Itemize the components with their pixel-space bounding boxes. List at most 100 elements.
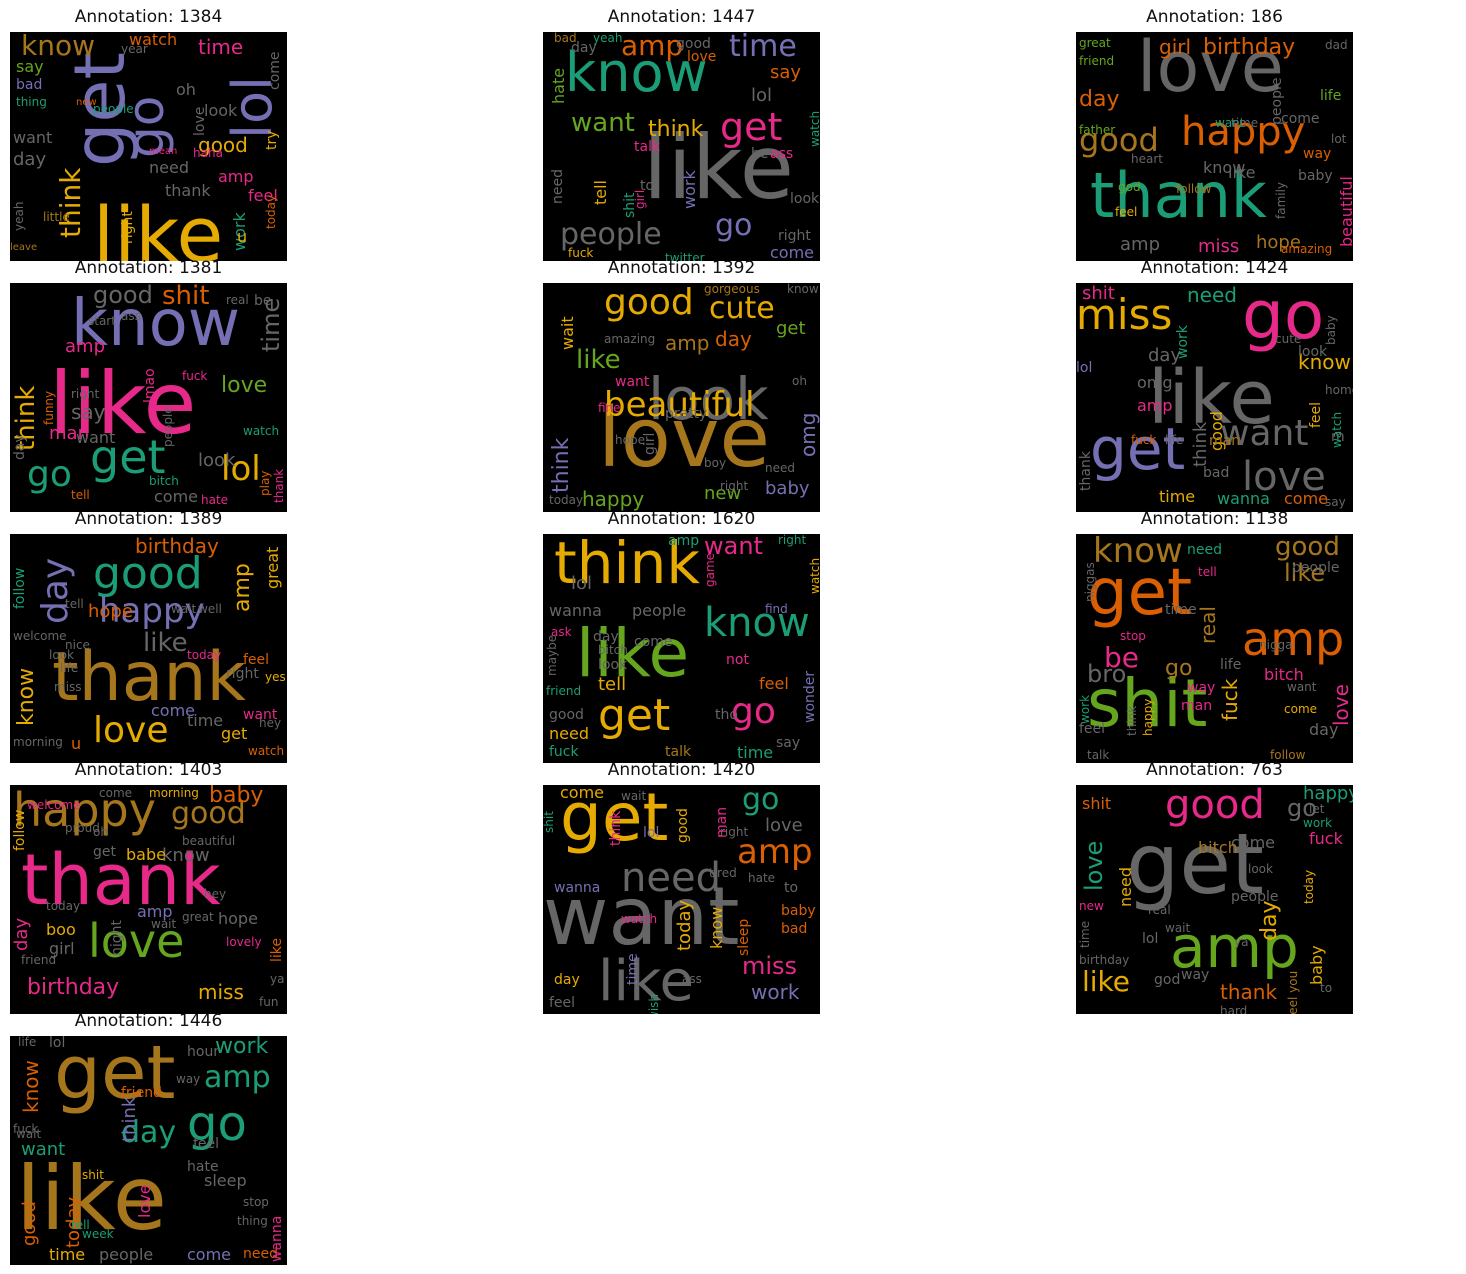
cloud-word: time: [187, 711, 224, 730]
cloud-word: come: [634, 634, 673, 650]
cloud-word: think: [608, 810, 624, 846]
cloud-word: time: [1165, 602, 1197, 618]
cloud-word: get: [93, 844, 116, 860]
cloud-word: hope: [218, 909, 258, 928]
cloud-word: baby: [1324, 315, 1338, 345]
panel-title: Annotation: 1384: [74, 7, 223, 27]
cloud-word: get: [1087, 556, 1193, 630]
cloud-word: lol: [571, 573, 593, 594]
cloud-word: time: [198, 35, 244, 59]
cloud-word: mean: [149, 146, 178, 157]
cloud-word: right: [720, 825, 749, 839]
cloud-word: get: [90, 430, 166, 484]
cloud-word: think: [648, 117, 704, 142]
cloud-word: wanna: [1217, 489, 1270, 508]
cloud-word: amp: [668, 534, 700, 549]
wordcloud-image: like get go amp day work know want think love toda…: [10, 1036, 287, 1265]
cloud-word: time: [625, 953, 641, 985]
cloud-word: today: [46, 899, 81, 913]
cloud-word: start: [88, 314, 116, 328]
cloud-word: girl: [49, 939, 75, 958]
cloud-word: be: [254, 293, 272, 309]
cloud-word: little: [43, 210, 70, 224]
cloud-word: man: [714, 806, 730, 838]
cloud-word: go: [1165, 656, 1193, 681]
cloud-word: love: [135, 1184, 154, 1218]
cloud-word: good: [549, 707, 584, 723]
cloud-word: fuck: [1131, 433, 1157, 447]
cloud-word: look: [1248, 862, 1273, 876]
cloud-word: right: [778, 228, 811, 244]
cloud-word: watch: [621, 912, 658, 926]
cloud-word: amp: [621, 32, 684, 62]
cloud-word: think: [1125, 705, 1139, 736]
cloud-word: oh: [792, 374, 807, 388]
cloud-word: good: [604, 283, 694, 323]
cloud-word: sleep: [204, 1171, 247, 1190]
cloud-word: amp: [218, 167, 254, 186]
cloud-word: know: [21, 32, 95, 62]
wordcloud-image: like get lol go know think time watch good look lo…: [10, 32, 287, 261]
cloud-word: need: [621, 855, 721, 901]
cloud-word: day: [1257, 900, 1282, 941]
cloud-word: want: [1287, 680, 1317, 694]
cloud-word: need: [1116, 867, 1135, 907]
cloud-word: right: [120, 211, 136, 244]
cloud-word: good: [93, 283, 153, 309]
cloud-word: like: [1284, 559, 1326, 587]
cloud-word: birthday: [135, 534, 219, 558]
cloud-word: baby: [1307, 945, 1326, 985]
wordcloud-panel: Annotation: 1384 like get lol go know think tim…: [10, 7, 287, 261]
cloud-word: fuck: [1218, 678, 1242, 721]
cloud-word: work: [751, 980, 800, 1004]
wordcloud-image: love thank happy good girl birthday day miss hop…: [1076, 32, 1353, 261]
cloud-word: wait: [151, 917, 177, 931]
panel-title: Annotation: 1620: [607, 509, 756, 529]
wordcloud-image: like know get amp time want think people go lol sa…: [543, 32, 820, 261]
cloud-word: game: [703, 552, 717, 587]
cloud-word: say: [776, 735, 801, 751]
cloud-word: talk: [1087, 748, 1110, 762]
cloud-word: thing: [16, 95, 47, 109]
cloud-word: day: [11, 917, 32, 951]
cloud-word: love: [765, 815, 803, 836]
cloud-word: happy: [99, 591, 205, 631]
cloud-word: fine: [598, 401, 621, 415]
cloud-word: day: [12, 434, 28, 460]
cloud-word: feel: [1115, 205, 1138, 219]
cloud-word: welcome: [13, 629, 67, 643]
cloud-word: work: [1175, 325, 1191, 359]
cloud-word: life: [60, 661, 79, 675]
cloud-word: wanna: [554, 880, 601, 896]
cloud-word: babe: [126, 845, 166, 864]
cloud-word: be: [751, 146, 769, 162]
cloud-word: watch: [243, 424, 280, 438]
cloud-word: bad: [16, 77, 43, 93]
cloud-word: need: [549, 724, 589, 743]
cloud-word: find: [765, 602, 788, 616]
cloud-word: day: [121, 1115, 177, 1150]
cloud-word: amp: [737, 832, 813, 872]
cloud-word: baby: [1298, 168, 1333, 184]
cloud-word: good: [675, 808, 691, 843]
cloud-word: day: [13, 149, 47, 170]
cloud-word: bitch: [1264, 665, 1304, 684]
panel-title: Annotation: 186: [1146, 7, 1283, 27]
cloud-word: friend: [546, 684, 582, 698]
cloud-word: bad: [554, 32, 577, 45]
cloud-word: like: [16, 1147, 167, 1250]
cloud-word: look: [1298, 344, 1328, 360]
cloud-word: u: [71, 734, 82, 753]
cloud-word: get: [598, 690, 671, 741]
cloud-word: amp: [65, 336, 105, 357]
cloud-word: know: [1093, 534, 1183, 571]
cloud-word: baby: [781, 903, 816, 919]
cloud-word: know: [1203, 158, 1246, 177]
cloud-word: time: [1159, 487, 1196, 506]
cloud-word: today: [264, 194, 278, 229]
cloud-word: ass: [682, 972, 702, 986]
cloud-word: heart: [1131, 152, 1163, 166]
cloud-word: go: [1287, 794, 1317, 822]
cloud-word: baby: [209, 785, 264, 808]
cloud-word: real: [1196, 606, 1220, 644]
